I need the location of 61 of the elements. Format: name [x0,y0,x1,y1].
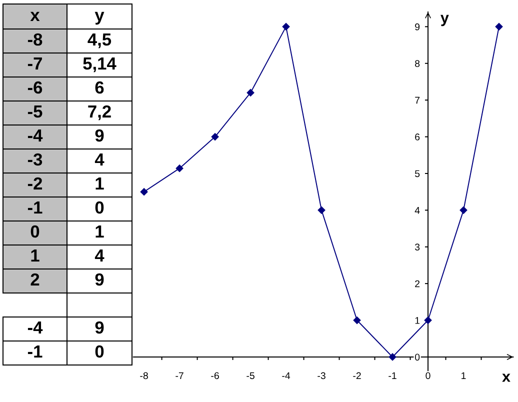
text: -1 [28,346,42,358]
text: y [94,12,104,25]
point [140,188,148,196]
x-tick-label: -5 [246,372,254,380]
text: 0 [95,201,104,214]
text: 9 [95,129,104,142]
text: -3 [28,153,42,166]
y-tick-label: 7 [415,96,420,104]
point [353,316,361,324]
text: 2 [30,273,40,286]
text: 1 [96,178,104,190]
x-tick-label: -6 [211,372,219,380]
text: -8 [28,33,42,46]
text: 4 [94,154,104,166]
y-tick-label: 1 [415,317,420,324]
point [246,89,254,96]
x-tick-label: -8 [140,372,148,380]
text: -5 [28,106,42,118]
x-tick-label: -7 [176,372,184,380]
point [388,353,396,361]
text: 0 [95,345,104,358]
text: -7 [28,58,42,70]
text: 9 [95,321,104,334]
x-tick-label: -1 [388,372,396,380]
text: -4 [28,322,43,334]
point [495,23,503,30]
y-tick-label: 0 [414,354,420,361]
x-axis-title: x [502,374,510,382]
x-tick-label: -3 [318,372,326,380]
y-tick-label: 2 [415,280,420,288]
text: -1 [28,202,42,214]
text: -2 [28,177,42,190]
text: 6 [95,81,104,94]
x-tick-label: 1 [462,372,466,380]
y-tick-label: 9 [415,23,420,30]
x-tick-label: 0 [426,372,430,380]
y-tick-label: 5 [414,170,420,178]
y-axis-title: y [440,14,449,26]
text: 4 [94,250,104,262]
text: 1 [31,250,40,262]
point [211,133,219,140]
text: 1 [96,226,104,238]
y-tick-label: 4 [414,207,420,214]
x-tick-label: -2 [353,372,361,380]
y-tick-label: 8 [415,60,420,67]
text: 9 [95,273,104,286]
point [424,316,432,324]
text: 7,2 [88,105,111,120]
x-tick-label: -4 [282,372,290,380]
text: -4 [28,130,43,142]
point [282,23,290,30]
point [460,206,468,214]
y-tick-label: 3 [414,244,420,250]
point [176,164,184,172]
text: x [30,12,40,21]
text: 0 [30,225,40,238]
y-tick-label: 6 [415,134,420,140]
text: 4,5 [88,34,112,48]
text: -6 [28,81,42,94]
text: 5,14 [83,58,116,72]
point [318,206,326,214]
